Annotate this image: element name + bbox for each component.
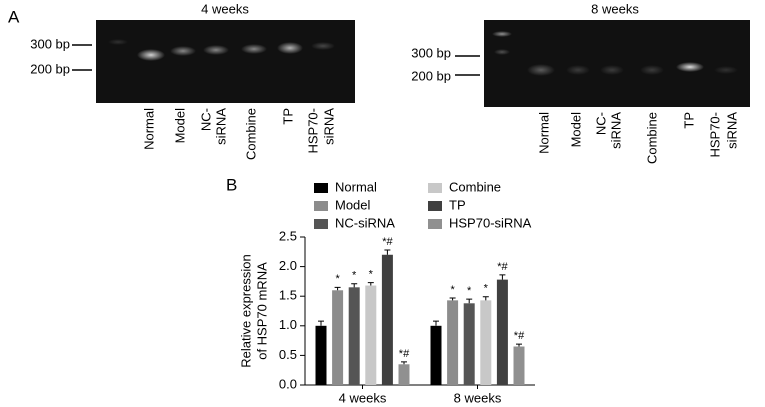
error-bar (449, 297, 456, 301)
panel-label: A (8, 7, 20, 26)
y-axis-label: Relative expression (238, 254, 253, 367)
bar (398, 364, 410, 385)
significance-label: * (484, 283, 489, 295)
bar (513, 346, 525, 385)
x-tick-label: 4 weeks (339, 390, 387, 405)
lane-label: siRNA (608, 112, 623, 149)
marker-label: 300 bp (30, 36, 70, 51)
error-bar (367, 282, 374, 286)
lane-label: Normal (536, 112, 551, 154)
bar (332, 290, 344, 385)
bar (315, 325, 327, 385)
y-tick-label: 0.0 (279, 376, 297, 391)
lane-label: siRNA (321, 108, 336, 145)
lane-label: NC- (198, 108, 213, 131)
lane-label: Model (568, 112, 583, 148)
lane-label: siRNA (724, 112, 739, 149)
error-bar (499, 274, 506, 280)
significance-label: * (335, 273, 340, 285)
legend-swatch (314, 219, 328, 229)
gel-title: 8 weeks (591, 1, 639, 16)
lane-label: NC- (593, 112, 608, 135)
lane-label: HSP70- (305, 108, 320, 154)
significance-label: *# (514, 330, 525, 342)
significance-label: *# (497, 261, 508, 273)
legend-label: Model (335, 197, 371, 212)
gel-bands (492, 31, 738, 76)
significance-label: * (352, 270, 357, 282)
legend-swatch (428, 201, 442, 211)
bar (430, 325, 442, 385)
lane-label: HSP70- (707, 112, 722, 158)
error-bar (384, 249, 391, 255)
error-bar (401, 361, 407, 365)
legend-swatch (314, 201, 328, 211)
marker-label: 200 bp (30, 61, 70, 76)
bar (480, 300, 492, 385)
legend-swatch (428, 219, 442, 229)
lane-label: Combine (243, 108, 258, 160)
y-tick-label: 1.0 (279, 317, 297, 332)
y-tick-label: 0.5 (279, 347, 297, 362)
bar (447, 300, 459, 385)
y-tick-label: 2.0 (279, 258, 297, 273)
y-axis-label: of HSP70 mRNA (254, 262, 269, 360)
gel-title: 4 weeks (201, 1, 249, 16)
y-tick-label: 1.5 (279, 288, 297, 303)
error-bar (466, 298, 473, 304)
gel-image (96, 20, 355, 103)
lane-label: Combine (644, 112, 659, 164)
lane-label: siRNA (213, 108, 228, 145)
significance-label: * (467, 285, 472, 297)
significance-label: * (450, 284, 455, 296)
lane-label: Normal (141, 108, 156, 150)
lane-label: Model (172, 108, 187, 144)
bar (463, 303, 475, 385)
bar (496, 279, 508, 385)
bar (348, 287, 360, 385)
significance-label: *# (399, 348, 410, 360)
legend-label: TP (449, 197, 466, 212)
legend-swatch (428, 183, 442, 193)
legend-swatch (314, 183, 328, 193)
error-bar (516, 343, 522, 347)
marker-label: 200 bp (411, 68, 451, 83)
panel-label: B (226, 175, 237, 194)
y-tick-label: 2.5 (279, 228, 297, 243)
error-bar (318, 320, 324, 326)
legend-label: Normal (335, 179, 377, 194)
significance-label: *# (382, 236, 393, 248)
bar (365, 285, 377, 385)
gel-image (484, 20, 750, 107)
bar (381, 254, 393, 385)
legend-label: Combine (449, 179, 501, 194)
error-bar (433, 320, 439, 326)
legend-label: HSP70-siRNA (449, 215, 532, 230)
error-bar (482, 296, 489, 301)
significance-label: * (369, 268, 374, 280)
lane-label: TP (280, 108, 295, 125)
error-bar (351, 283, 358, 288)
gel-bands (108, 39, 335, 61)
lane-label: TP (681, 112, 696, 129)
error-bar (334, 286, 341, 291)
x-tick-label: 8 weeks (454, 390, 502, 405)
legend-label: NC-siRNA (335, 215, 395, 230)
marker-label: 300 bp (411, 45, 451, 60)
